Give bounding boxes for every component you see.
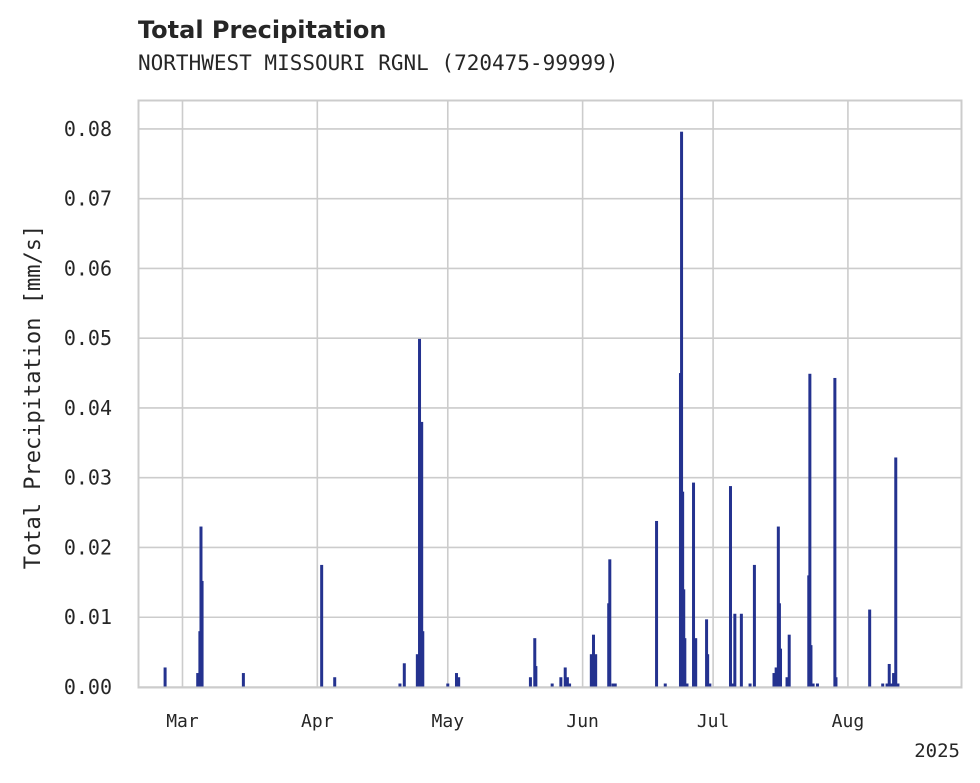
precip-bar bbox=[611, 683, 615, 687]
precip-bar bbox=[591, 634, 595, 687]
precip-bar bbox=[752, 564, 756, 687]
precip-bar bbox=[457, 677, 461, 687]
precip-bar bbox=[834, 677, 838, 687]
precip-bar bbox=[421, 631, 425, 687]
x-tick-label: Jul bbox=[697, 711, 730, 732]
y-tick-label: 0.08 bbox=[64, 117, 112, 141]
precip-bar bbox=[200, 580, 204, 687]
precip-bar bbox=[568, 683, 572, 687]
x-tick-label: Apr bbox=[301, 711, 334, 732]
precip-bar bbox=[398, 683, 402, 687]
precip-bar bbox=[565, 677, 569, 687]
precip-bar bbox=[889, 683, 893, 687]
precip-bar bbox=[454, 673, 458, 687]
precip-bar bbox=[785, 677, 789, 687]
precip-bar bbox=[728, 486, 732, 687]
precip-bar bbox=[706, 654, 710, 687]
precip-bar bbox=[731, 683, 735, 687]
precip-bar bbox=[559, 677, 563, 687]
precip-bar bbox=[739, 613, 743, 687]
precip-bar bbox=[446, 683, 450, 687]
precip-bar bbox=[534, 666, 538, 687]
y-tick-label: 0.07 bbox=[64, 187, 112, 211]
y-tick-label: 0.02 bbox=[64, 535, 112, 559]
precip-bar bbox=[887, 663, 891, 687]
precip-bar bbox=[683, 638, 687, 687]
precip-bar bbox=[733, 613, 737, 687]
x-tick-label: Mar bbox=[166, 711, 199, 732]
precip-bar bbox=[196, 673, 200, 687]
y-tick-label: 0.06 bbox=[64, 256, 112, 280]
x-tick-label: May bbox=[432, 711, 465, 732]
precip-bar bbox=[892, 673, 896, 687]
precip-bar bbox=[163, 667, 167, 687]
precip-bar bbox=[809, 645, 813, 687]
x-tick-label: Jun bbox=[566, 711, 599, 732]
bar-layer bbox=[163, 131, 900, 687]
precip-bar bbox=[833, 377, 837, 687]
y-tick-label: 0.05 bbox=[64, 326, 112, 350]
precip-bar bbox=[708, 683, 712, 687]
precip-bar bbox=[420, 421, 424, 687]
precip-bar bbox=[868, 609, 872, 687]
precip-bar bbox=[402, 663, 406, 687]
precip-bar bbox=[682, 589, 686, 687]
grid-layer bbox=[139, 101, 961, 688]
precip-bar bbox=[774, 667, 778, 687]
precip-bar bbox=[777, 603, 781, 687]
precip-bar bbox=[613, 683, 617, 687]
precip-bar bbox=[772, 673, 776, 687]
precip-bar bbox=[418, 338, 422, 687]
precip-bar bbox=[663, 683, 667, 687]
precip-bar bbox=[896, 683, 900, 687]
x-tick-label: Aug bbox=[832, 711, 865, 732]
precip-bar bbox=[815, 683, 819, 687]
precip-bar bbox=[748, 683, 752, 687]
y-axis-label: Total Precipitation [mm/s] bbox=[21, 225, 46, 569]
precip-bar bbox=[241, 673, 245, 687]
precip-bar bbox=[680, 131, 684, 687]
precip-bar bbox=[333, 677, 337, 687]
chart-subtitle: NORTHWEST MISSOURI RGNL (720475-99999) bbox=[138, 51, 619, 75]
precip-bar bbox=[705, 619, 709, 687]
precip-bar bbox=[320, 564, 324, 687]
y-tick-label: 0.04 bbox=[64, 396, 112, 420]
precip-bar bbox=[608, 559, 612, 687]
precip-bar bbox=[528, 677, 532, 687]
precip-bar bbox=[694, 638, 698, 687]
x-tick-labels: Mar Apr May Jun Jul Aug bbox=[166, 711, 864, 732]
precip-bar bbox=[811, 683, 815, 687]
precip-bar bbox=[563, 667, 567, 687]
precip-bar bbox=[885, 683, 889, 687]
precip-bar bbox=[589, 654, 593, 687]
precip-bar bbox=[779, 648, 783, 687]
year-label: 2025 bbox=[914, 740, 960, 762]
precip-bar bbox=[692, 482, 696, 687]
precip-bar bbox=[685, 683, 689, 687]
precip-bar bbox=[655, 520, 659, 687]
y-tick-labels: 0.00 0.01 0.02 0.03 0.04 0.05 0.06 0.07 0.08 bbox=[64, 117, 112, 699]
chart-title: Total Precipitation bbox=[138, 16, 387, 44]
precip-bar bbox=[894, 457, 898, 687]
y-tick-label: 0.03 bbox=[64, 466, 112, 490]
precip-bar bbox=[533, 638, 537, 687]
precip-bar bbox=[594, 654, 598, 687]
plot-frame bbox=[137, 99, 963, 689]
precip-bar bbox=[550, 683, 554, 687]
y-tick-label: 0.01 bbox=[64, 605, 112, 629]
precip-bar bbox=[787, 634, 791, 687]
y-tick-label: 0.00 bbox=[64, 675, 112, 699]
precip-bar bbox=[808, 373, 812, 687]
precip-bar bbox=[881, 683, 885, 687]
precip-bar bbox=[415, 654, 419, 687]
